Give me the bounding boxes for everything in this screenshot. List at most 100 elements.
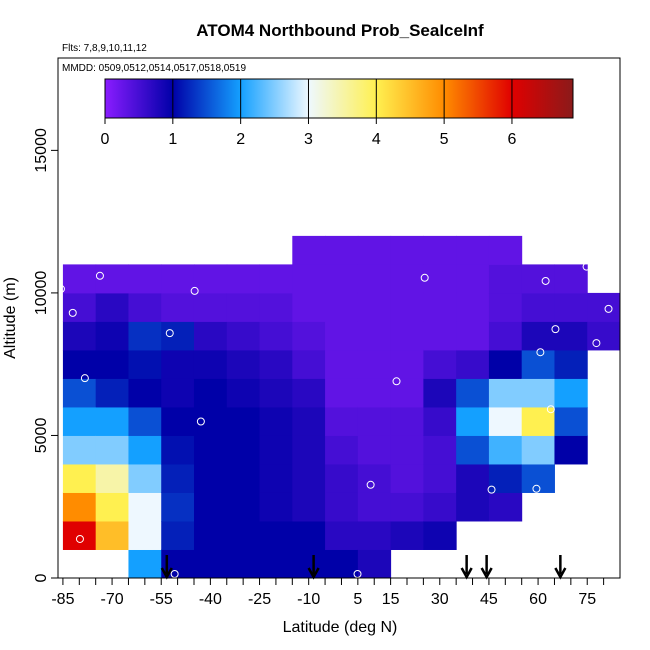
heatmap-cell bbox=[95, 349, 129, 379]
heatmap-cell bbox=[456, 463, 490, 493]
heatmap-cell bbox=[193, 321, 228, 351]
heatmap-cell bbox=[193, 520, 228, 550]
heatmap-cell bbox=[128, 321, 162, 351]
heatmap-cell bbox=[226, 549, 261, 579]
x-tick-label: -70 bbox=[101, 591, 124, 608]
heatmap-cell bbox=[62, 463, 97, 493]
heatmap bbox=[62, 235, 621, 579]
heatmap-cell bbox=[554, 349, 588, 379]
heatmap-cell bbox=[357, 349, 392, 379]
heatmap-cell bbox=[423, 349, 457, 379]
flight-point bbox=[420, 273, 429, 282]
heatmap-cell bbox=[357, 520, 392, 550]
heatmap-cell bbox=[554, 378, 588, 408]
x-tick-label: -55 bbox=[150, 591, 173, 608]
heatmap-cell bbox=[193, 463, 228, 493]
heatmap-cell bbox=[128, 264, 162, 294]
heatmap-cell bbox=[521, 264, 555, 294]
heatmap-cell bbox=[390, 292, 424, 322]
heatmap-cell bbox=[128, 549, 162, 579]
heatmap-cell bbox=[161, 463, 195, 493]
heatmap-cell bbox=[423, 292, 457, 322]
heatmap-cell bbox=[554, 264, 588, 294]
heatmap-cell bbox=[456, 235, 490, 265]
heatmap-cell bbox=[95, 321, 129, 351]
heatmap-cell bbox=[62, 292, 97, 322]
heatmap-cell bbox=[554, 292, 588, 322]
heatmap-cell bbox=[357, 406, 392, 436]
heatmap-cell bbox=[325, 378, 359, 408]
heatmap-cell bbox=[292, 492, 326, 522]
heatmap-cell bbox=[357, 292, 392, 322]
x-tick-label: -40 bbox=[199, 591, 222, 608]
flight-point bbox=[75, 534, 84, 543]
heatmap-cell bbox=[325, 292, 359, 322]
heatmap-cell bbox=[95, 520, 129, 550]
heatmap-cell bbox=[226, 349, 261, 379]
heatmap-cell bbox=[62, 492, 97, 522]
heatmap-cell bbox=[325, 264, 359, 294]
heatmap-cell bbox=[521, 321, 555, 351]
heatmap-cell bbox=[259, 520, 293, 550]
heatmap-cell bbox=[423, 321, 457, 351]
heatmap-cell bbox=[357, 549, 392, 579]
heatmap-cell bbox=[325, 321, 359, 351]
heatmap-cell bbox=[292, 321, 326, 351]
heatmap-cell bbox=[488, 492, 523, 522]
heatmap-cell bbox=[226, 520, 261, 550]
heatmap-cell bbox=[259, 463, 293, 493]
x-tick-label: 30 bbox=[431, 591, 449, 608]
heatmap-cell bbox=[521, 349, 555, 379]
y-tick-label: 10000 bbox=[33, 271, 50, 316]
heatmap-cell bbox=[488, 406, 523, 436]
heatmap-cell bbox=[456, 349, 490, 379]
heatmap-cell bbox=[226, 292, 261, 322]
heatmap-cell bbox=[292, 235, 326, 265]
heatmap-cell bbox=[390, 264, 424, 294]
heatmap-cell bbox=[259, 378, 293, 408]
heatmap-cell bbox=[423, 463, 457, 493]
heatmap-cell bbox=[488, 321, 523, 351]
heatmap-cell bbox=[128, 520, 162, 550]
heatmap-cell bbox=[95, 435, 129, 465]
heatmap-cell bbox=[226, 378, 261, 408]
colorbar-tick-label: 3 bbox=[304, 131, 313, 148]
colorbar-tick-label: 1 bbox=[168, 131, 177, 148]
flight-point bbox=[56, 284, 65, 293]
chart-title: ATOM4 Northbound Prob_SeaIceInf bbox=[196, 21, 484, 40]
heatmap-cell bbox=[62, 406, 97, 436]
heatmap-cell bbox=[161, 378, 195, 408]
heatmap-cell bbox=[128, 463, 162, 493]
flight-point bbox=[592, 339, 601, 348]
heatmap-cell bbox=[193, 435, 228, 465]
heatmap-cell bbox=[226, 264, 261, 294]
flight-point bbox=[392, 377, 401, 386]
heatmap-cell bbox=[193, 406, 228, 436]
heatmap-cell bbox=[128, 435, 162, 465]
heatmap-cell bbox=[193, 378, 228, 408]
x-tick-label: 5 bbox=[353, 591, 362, 608]
flight-point bbox=[95, 271, 104, 280]
flight-point bbox=[546, 405, 555, 414]
heatmap-cell bbox=[161, 406, 195, 436]
flight-point bbox=[165, 329, 174, 338]
overlay bbox=[56, 262, 613, 580]
heatmap-cell bbox=[95, 406, 129, 436]
heatmap-cell bbox=[259, 435, 293, 465]
heatmap-cell bbox=[161, 264, 195, 294]
flight-point bbox=[68, 308, 77, 317]
heatmap-cell bbox=[423, 520, 457, 550]
heatmap-cell bbox=[357, 435, 392, 465]
heatmap-cell bbox=[259, 292, 293, 322]
x-tick-label: 45 bbox=[480, 591, 498, 608]
heatmap-cell bbox=[128, 492, 162, 522]
x-tick-label: -25 bbox=[248, 591, 271, 608]
heatmap-cell bbox=[521, 435, 555, 465]
heatmap-cell bbox=[193, 292, 228, 322]
heatmap-cell bbox=[456, 292, 490, 322]
heatmap-cell bbox=[62, 378, 97, 408]
heatmap-cell bbox=[193, 492, 228, 522]
heatmap-cell bbox=[423, 406, 457, 436]
heatmap-cell bbox=[325, 463, 359, 493]
